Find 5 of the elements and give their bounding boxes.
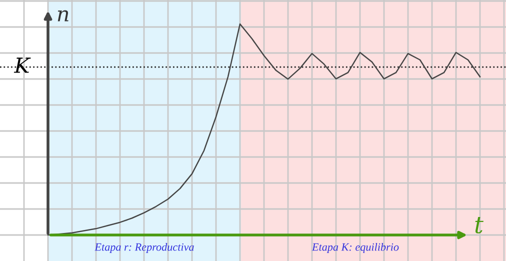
text: Etapa K: equilibrio [312,242,399,254]
ref-line-label: K [14,58,31,73]
text: Etapa r: Reproductiva [94,242,194,254]
y-axis-title: n [58,10,68,22]
x-axis-title: t [475,217,484,234]
